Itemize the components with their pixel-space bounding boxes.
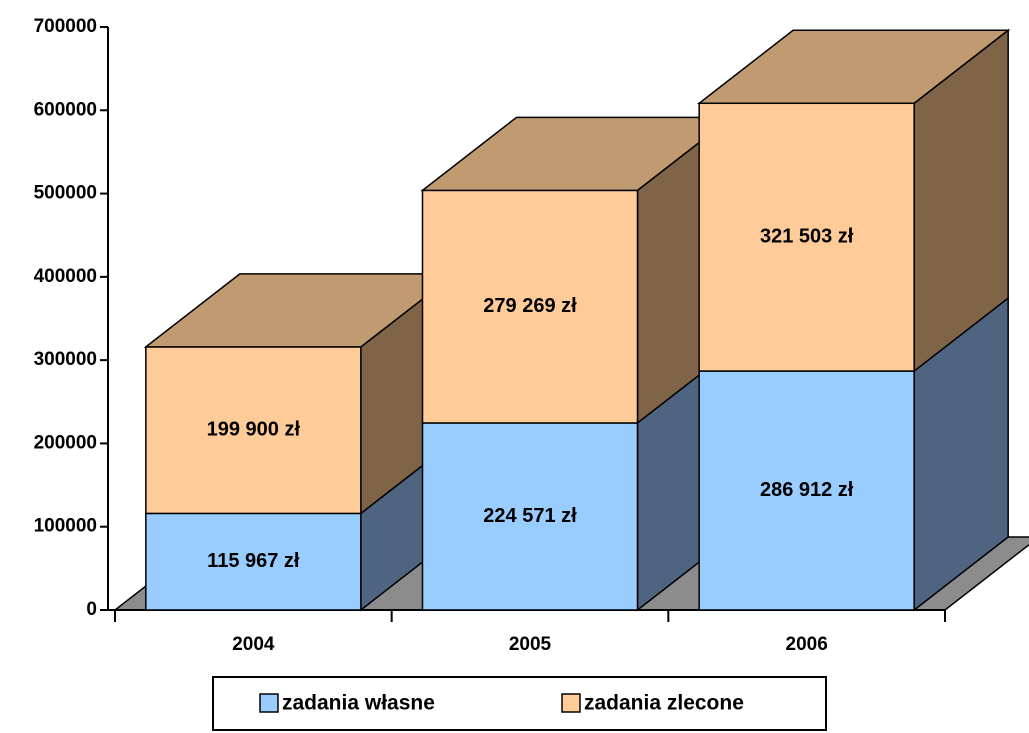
legend-label: zadania zlecone: [584, 692, 744, 715]
y-tick-label: 600000: [34, 99, 97, 120]
y-tick-label: 200000: [34, 432, 97, 453]
bar: [421, 422, 639, 611]
value-label: 199 900 zł: [207, 418, 301, 440]
legend-label: zadania własne: [282, 692, 435, 715]
y-tick-label: 500000: [34, 183, 97, 204]
legend-box: [212, 676, 827, 731]
value-label: 279 269 zł: [483, 295, 577, 317]
bar-top: [696, 29, 1011, 105]
value-label: 115 967 zł: [207, 550, 300, 572]
bar: [698, 370, 915, 611]
y-tick-label: 0: [86, 599, 97, 620]
legend-swatch: [561, 693, 581, 713]
x-tick-label: 2005: [509, 634, 552, 655]
value-label: 286 912 zł: [760, 479, 854, 501]
y-tick-label: 300000: [34, 349, 97, 370]
x-tick-label: 2006: [786, 634, 828, 655]
bar: [421, 189, 639, 424]
bar: [145, 346, 362, 515]
x-tick-label: 2004: [232, 634, 275, 655]
y-tick-label: 700000: [34, 16, 97, 37]
legend-swatch: [259, 693, 279, 713]
value-label: 321 503 zł: [760, 225, 854, 247]
y-tick-label: 100000: [34, 516, 97, 537]
value-label: 224 571 zł: [483, 505, 577, 527]
bar: [698, 102, 915, 372]
y-tick-label: 400000: [34, 266, 97, 287]
bar: [145, 512, 362, 611]
